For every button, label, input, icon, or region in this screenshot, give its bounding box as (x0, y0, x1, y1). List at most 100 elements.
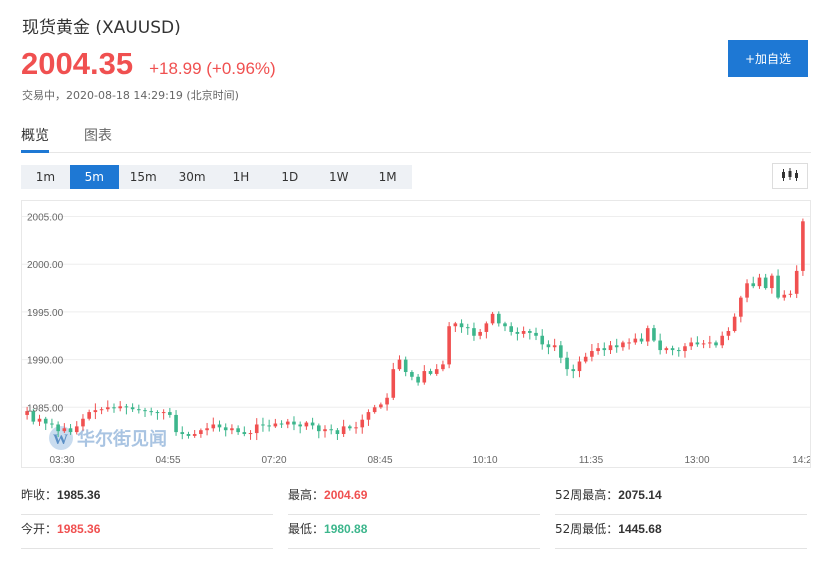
candle (230, 424, 234, 435)
candle (590, 344, 594, 362)
candle (676, 347, 681, 357)
chart-type-button[interactable] (772, 163, 808, 189)
candle (434, 364, 439, 376)
candle (782, 290, 787, 301)
candle (739, 295, 743, 323)
candle (472, 322, 476, 341)
candle (534, 327, 538, 341)
stat-open: 今开：1985.36 (21, 515, 273, 549)
y-tick-label: 1985.00 (27, 403, 64, 414)
candle (137, 404, 141, 414)
candle (68, 424, 73, 435)
candle (174, 410, 178, 436)
watermark: W 华尔街见闻 (49, 426, 167, 450)
period-1w[interactable]: 1W (328, 170, 349, 184)
candle (298, 421, 302, 434)
period-15m[interactable]: 15m (129, 170, 157, 184)
candle (770, 273, 774, 294)
stats-row: 今开：1985.36 最低：1980.88 52周最低：1445.68 (21, 515, 811, 549)
tab-chart[interactable]: 图表 (84, 128, 112, 144)
candle (515, 327, 520, 341)
candle (633, 333, 638, 345)
candle (323, 425, 327, 438)
stat-prev-close: 昨收：1985.36 (21, 481, 273, 515)
candle (366, 409, 371, 426)
period-5m[interactable]: 5m (69, 165, 119, 189)
candle (217, 420, 222, 432)
candle (25, 406, 29, 420)
candle (490, 311, 495, 326)
price-change: +18.99 (+0.96%) (149, 59, 276, 78)
candle (56, 421, 60, 438)
candle (540, 329, 545, 350)
candle (199, 428, 203, 438)
candle (478, 328, 482, 340)
candle (161, 409, 166, 420)
candle (745, 279, 749, 303)
candle (422, 365, 427, 385)
candle (459, 319, 464, 333)
candle (751, 276, 756, 289)
candle (155, 410, 160, 420)
x-tick-label: 08:45 (367, 455, 392, 466)
candlestick-chart: W 华尔街见闻 2005.00 2000.00 1995.00 1990.00 1985… (22, 213, 811, 466)
candle (658, 333, 662, 355)
candle (496, 311, 501, 327)
candle (317, 423, 321, 439)
candle (484, 321, 489, 339)
y-tick-label: 2000.00 (27, 260, 64, 271)
candle (714, 340, 718, 348)
candle (168, 407, 172, 418)
candle (571, 364, 576, 379)
candle (428, 368, 433, 376)
x-tick-label: 11:35 (579, 455, 604, 466)
candle (99, 407, 104, 415)
candle (360, 414, 365, 434)
candle (62, 423, 67, 434)
page-title: 现货黄金 (XAUUSD) (22, 18, 181, 38)
candle (304, 421, 309, 430)
y-tick-label: 1995.00 (27, 308, 64, 319)
candle (608, 341, 613, 355)
candle (74, 421, 79, 435)
candle (385, 393, 389, 411)
svg-text:W: W (53, 432, 68, 448)
period-30m[interactable]: 30m (178, 170, 206, 184)
candle (602, 342, 607, 356)
candle (223, 423, 228, 437)
candle (627, 338, 631, 350)
candle (211, 417, 216, 432)
period-1d[interactable]: 1D (281, 170, 299, 184)
candle (205, 422, 209, 436)
candle (143, 407, 147, 417)
price-chart[interactable]: W 华尔街见闻 2005.00 2000.00 1995.00 1990.00 1985… (21, 200, 811, 468)
y-tick-label: 2005.00 (27, 213, 64, 224)
period-1h[interactable]: 1H (232, 170, 250, 184)
candle (503, 321, 507, 332)
candle (794, 265, 799, 299)
candle (379, 402, 383, 409)
price-row: 2004.35 +18.99 (+0.96%) (21, 46, 276, 82)
candle (670, 345, 675, 356)
candle (528, 328, 532, 340)
candle (565, 351, 569, 376)
tab-overview[interactable]: 概览 (21, 125, 49, 153)
period-1m[interactable]: 1m (35, 170, 56, 184)
candle (192, 430, 197, 438)
trading-status: 交易中，2020-08-18 14:29:19 (北京时间) (22, 89, 239, 102)
candle (254, 418, 259, 441)
stats-row: 昨收：1985.36 最高：2004.69 52周最高：2075.14 (21, 481, 811, 515)
candle (552, 338, 557, 352)
candle (621, 340, 625, 351)
candle (410, 370, 414, 381)
add-to-watchlist-button[interactable]: +加自选 (728, 40, 808, 77)
candle (50, 418, 54, 429)
x-tick-label: 03:30 (49, 455, 74, 466)
candle (732, 313, 737, 333)
candle (186, 431, 191, 439)
x-tick-label: 14:2 (792, 455, 811, 466)
watermark-text: 华尔街见闻 (77, 428, 167, 450)
period-1mo[interactable]: 1M (378, 170, 397, 184)
candle (577, 356, 582, 378)
x-tick-label: 13:00 (684, 455, 709, 466)
